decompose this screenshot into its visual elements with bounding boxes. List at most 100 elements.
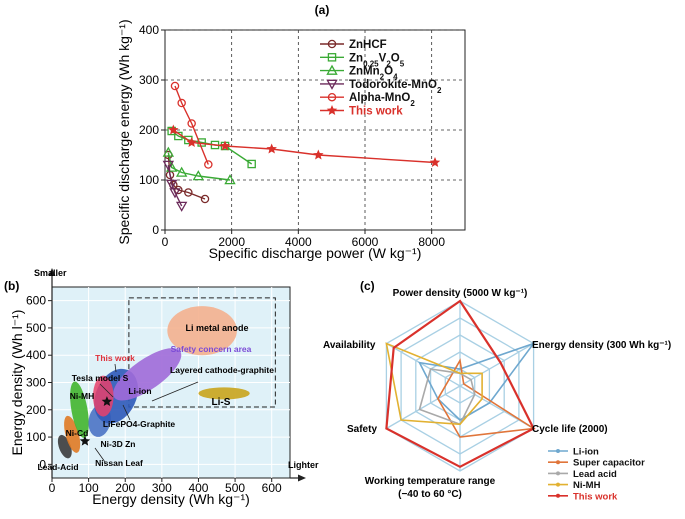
radar-spoke — [459, 342, 534, 387]
region-label: Lead-Acid — [37, 462, 78, 472]
y-tick-label: 500 — [26, 321, 46, 335]
x-tick-label: 600 — [262, 481, 282, 495]
radar-axis-label: (−40 to 60 °C) — [398, 489, 462, 500]
y-tick-label: 400 — [26, 348, 46, 362]
panel-a: (a) 0 2000 4000 6000 8000 0 100 200 300 400 Specifi… — [116, 3, 466, 261]
legend-label-part: V — [379, 52, 387, 64]
data-point — [184, 188, 193, 197]
point-star — [79, 435, 91, 446]
data-point — [224, 174, 236, 185]
y-tick-label: 600 — [26, 294, 46, 308]
region-label: LiFePO4-Graphite — [103, 419, 176, 429]
data-point — [186, 137, 197, 147]
region-ellipse — [113, 348, 182, 401]
data-point — [219, 140, 231, 151]
legend-marker — [556, 471, 560, 476]
x-axis-label: Specific discharge power (W kg⁻¹) — [209, 245, 422, 261]
data-point — [168, 124, 179, 135]
label-pointer — [122, 404, 131, 421]
region-label: Li-ion — [128, 386, 151, 396]
legend-label: Todorokite-MnO2 — [349, 79, 442, 95]
series-line — [172, 129, 436, 164]
legend-label: Lead acid — [573, 469, 617, 480]
radar-series — [418, 341, 536, 421]
data-point — [187, 119, 196, 128]
data-point — [429, 157, 441, 167]
point-star — [101, 396, 113, 407]
panel-label: (a) — [315, 3, 330, 17]
data-point — [169, 188, 181, 199]
legend-marker — [556, 493, 560, 498]
legend-marker — [327, 92, 337, 102]
data-point — [170, 81, 180, 91]
legend-label: This work — [349, 106, 403, 118]
legend-label-part: 5 — [400, 59, 405, 68]
data-point — [175, 201, 188, 212]
radar-axis-label: Energy density (300 Wh kg⁻¹) — [532, 340, 671, 351]
radar-axis-label: Availability — [323, 340, 376, 351]
panel-b: (b) 0 100 200 300 400 500 600 0 100 200 300 400 500 60… — [4, 268, 319, 507]
y-tick-label: 0 — [39, 457, 46, 471]
legend-label: Zn0.25V2O5 — [349, 52, 405, 68]
label-pointer — [94, 447, 106, 463]
corner-label-top: Smaller — [34, 268, 67, 278]
region-label: Li-S — [212, 397, 231, 408]
y-tick-label: 200 — [139, 123, 159, 137]
legend-label: Li-ion — [573, 447, 599, 458]
legend-label-part: 0.25 — [363, 59, 379, 68]
x-tick-label: 0 — [49, 481, 56, 495]
y-axis-label: Energy density (Wh l⁻¹) — [9, 310, 25, 456]
region-label: Safety concern area — [171, 344, 252, 354]
region-ellipse — [198, 387, 250, 400]
legend-label-part: 2 — [380, 72, 385, 81]
y-tick-label: 200 — [26, 403, 46, 417]
radar-spoke — [386, 342, 461, 387]
region-label: Ni-Cd — [66, 428, 89, 438]
corner-label-right: Lighter — [288, 460, 319, 470]
x-tick-label: 200 — [115, 481, 135, 495]
radar-series — [385, 299, 536, 469]
y-tick-label: 100 — [139, 173, 159, 187]
legend-label-part: O — [391, 52, 400, 64]
radar-axis-label: Safety — [347, 424, 377, 435]
safety-concern-box — [128, 297, 276, 408]
y-axis-label: Specific discharge energy (Wh kg⁻¹) — [116, 19, 132, 244]
region-label: Li metal anode — [185, 323, 248, 333]
panel-c: (c) Power density (5000 W kg⁻¹) Energy den… — [323, 279, 671, 502]
region-ellipse — [93, 375, 114, 417]
x-tick-label: 6000 — [352, 235, 379, 249]
region-label: Tesla model S — [72, 373, 129, 383]
legend-marker — [556, 460, 560, 465]
panel-label: (b) — [4, 279, 19, 293]
legend-marker — [556, 449, 560, 453]
series-line — [167, 152, 231, 181]
data-point — [192, 170, 205, 181]
legend-label: Super capacitor — [573, 458, 645, 469]
region-label: This work — [95, 353, 135, 363]
data-point — [313, 149, 324, 160]
data-point — [200, 194, 210, 204]
y-arrow-head — [48, 268, 56, 276]
legend-marker — [326, 79, 338, 90]
panel-label: (c) — [360, 279, 375, 293]
legend-label-part: Todorokite-MnO — [349, 79, 437, 91]
data-point — [175, 166, 188, 177]
radar-series — [436, 358, 536, 438]
data-point — [204, 160, 213, 169]
y-tick-label: 100 — [26, 430, 46, 444]
x-arrow-head — [298, 474, 306, 482]
data-point — [162, 160, 175, 171]
legend-marker — [326, 64, 338, 75]
legend-label: ZnMn2O4 — [349, 66, 398, 82]
legend-label: Alpha-MnO2 — [349, 92, 415, 108]
y-tick-label: 0 — [152, 223, 159, 237]
legend-marker — [326, 105, 338, 115]
y-tick-label: 300 — [26, 376, 46, 390]
legend-label-part: Zn — [349, 52, 363, 64]
x-tick-label: 500 — [225, 481, 245, 495]
radar-axis-label: Power density (5000 W kg⁻¹) — [393, 288, 528, 299]
legend-marker — [327, 53, 337, 62]
label-pointer — [151, 381, 199, 402]
